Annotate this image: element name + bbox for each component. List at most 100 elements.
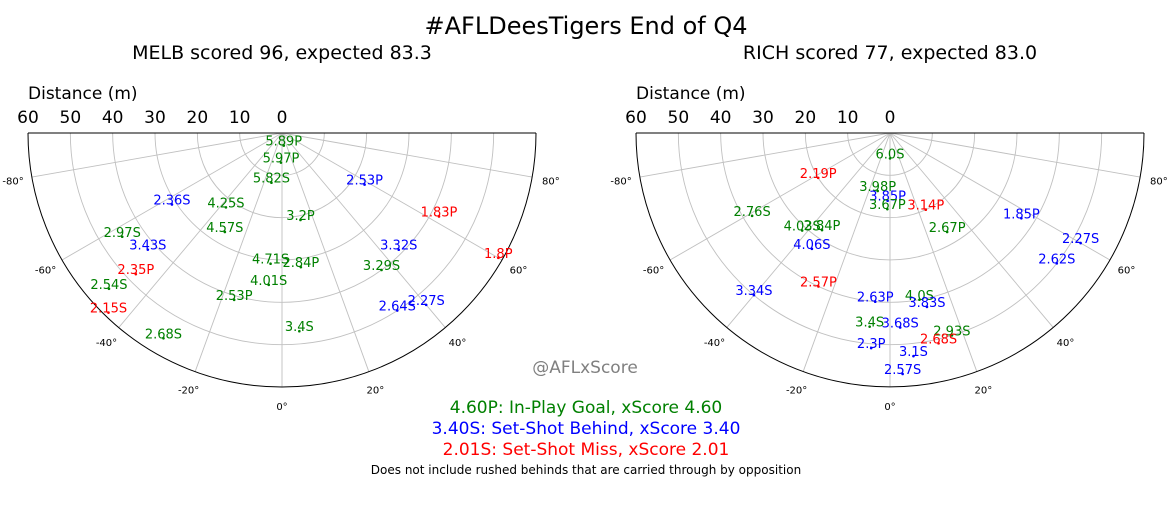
shot-label: 2.19P <box>800 167 837 182</box>
radial-axis-label: Distance (m) <box>28 84 138 104</box>
shot-label: 4.57S <box>206 221 243 236</box>
shot-marker <box>876 189 879 193</box>
figure-title: #AFLDeesTigers End of Q4 <box>425 12 748 40</box>
shot-marker <box>898 326 902 329</box>
shot-marker <box>937 342 940 345</box>
radial-axis-label: Distance (m) <box>636 84 746 104</box>
shot-marker <box>437 215 441 218</box>
polar-panel-2: RICH scored 77, expected 83.0 Distance (m… <box>610 42 1167 413</box>
shot-marker <box>1020 217 1023 220</box>
polar-frame-arc <box>27 132 537 388</box>
radial-tick-label: 60 <box>625 108 647 128</box>
legend-entry: 3.40S: Set-Shot Behind, xScore 3.40 <box>432 419 741 439</box>
shot-marker <box>269 262 272 266</box>
shot-marker <box>279 161 283 164</box>
shot-marker <box>232 298 236 302</box>
grid-spoke <box>889 132 1054 328</box>
grid-spoke <box>889 132 1141 178</box>
legend-entry: 2.01S: Set-Shot Miss, xScore 2.01 <box>443 440 730 460</box>
angle-tick-label: -40° <box>96 338 117 349</box>
shot-marker <box>363 183 366 186</box>
angle-tick-label: -80° <box>2 176 23 187</box>
radial-tick-label: 30 <box>144 108 166 128</box>
radial-tick-label: 50 <box>668 108 690 128</box>
shot-marker <box>912 354 915 358</box>
angle-tick-label: -60° <box>643 266 664 277</box>
angle-tick-label: 60° <box>1118 266 1136 277</box>
radial-tick-label: 60 <box>17 108 39 128</box>
shot-marker <box>800 229 804 232</box>
shots: 5.97P 5.89P 5.82S 4.25S 2.36S 2.53P 1.83P 4.57S… <box>90 135 513 343</box>
grid-spoke <box>194 132 283 372</box>
shot-label: 2.57P <box>800 275 837 290</box>
shot-marker <box>888 157 892 160</box>
shot-label: 2.63P <box>857 291 894 306</box>
angle-tick-label: -20° <box>178 386 199 397</box>
radial-tick-label: 20 <box>795 108 817 128</box>
shot-marker <box>886 199 889 202</box>
angle-tick-label: 80° <box>542 176 560 187</box>
shot-label: 4.71S <box>252 253 289 268</box>
shot-label: 4.06S <box>793 238 830 253</box>
shot-label: 3.43S <box>129 239 166 254</box>
radial-tick-label: 30 <box>752 108 774 128</box>
shot-label: 4.03S <box>784 220 821 235</box>
shot-marker <box>925 305 929 309</box>
shot-label: 1.8P <box>484 247 513 262</box>
grid-spoke <box>281 132 533 178</box>
shot-label: 2.57S <box>884 363 921 378</box>
grid-spoke <box>669 132 891 261</box>
grid-spoke <box>639 132 891 178</box>
shot-label: 4.25S <box>207 196 244 211</box>
shot-label: 3.34S <box>735 284 772 299</box>
angle-tick-label: -80° <box>610 176 631 187</box>
grid-spoke <box>889 132 978 372</box>
shot-label: 2.76S <box>734 205 771 220</box>
angle-tick-label: 20° <box>367 386 385 397</box>
angle-tick-label: 20° <box>975 386 993 397</box>
legend-entry: 4.60P: In-Play Goal, xScore 4.60 <box>450 398 722 418</box>
shot-label: 2.97S <box>104 226 141 241</box>
shot-label: 1.85P <box>1003 207 1040 222</box>
shot-marker <box>299 218 302 222</box>
panel-title: MELB scored 96, expected 83.3 <box>132 42 432 64</box>
shot-label: 3.68S <box>882 316 919 331</box>
radial-tick-label: 10 <box>229 108 251 128</box>
shot-label: 2.68S <box>145 327 182 342</box>
shot-label: 4.01S <box>250 274 287 289</box>
shot-label: 2.93S <box>933 324 970 339</box>
shot-label: 3.14P <box>907 199 944 214</box>
shot-label: 2.36S <box>153 193 190 208</box>
radial-tick-label: 40 <box>710 108 732 128</box>
watermark: @AFLxScore <box>532 358 638 378</box>
grid-spoke <box>118 132 283 328</box>
shot-marker <box>1055 262 1059 265</box>
shot-marker <box>918 298 921 302</box>
grid-spoke <box>281 132 370 372</box>
radial-tick-label: 50 <box>60 108 82 128</box>
shot-marker <box>945 230 949 234</box>
polar-panels: MELB scored 96, expected 83.3 Distance (m… <box>2 42 1167 413</box>
angle-tick-label: -40° <box>704 338 725 349</box>
shot-marker <box>397 248 401 252</box>
radial-tick-label: 40 <box>102 108 124 128</box>
shot-marker <box>223 230 227 234</box>
shot-label: 5.97P <box>263 152 300 167</box>
shot-label: 5.82S <box>253 172 290 187</box>
shot-marker <box>107 311 110 314</box>
shot-marker <box>816 176 820 180</box>
angle-tick-label: -20° <box>786 386 807 397</box>
shot-label: 3.85P <box>869 190 906 205</box>
shot-marker <box>120 235 124 239</box>
shot-label: 2.64S <box>379 300 416 315</box>
shot-label: 3.83S <box>908 296 945 311</box>
shot-label: 6.0S <box>876 147 905 162</box>
shot-marker <box>820 228 824 232</box>
shot-marker <box>750 214 754 218</box>
shot-marker <box>395 309 399 312</box>
shot-marker <box>810 247 814 251</box>
shot-label: 2.67P <box>929 221 966 236</box>
grid <box>639 132 1141 387</box>
